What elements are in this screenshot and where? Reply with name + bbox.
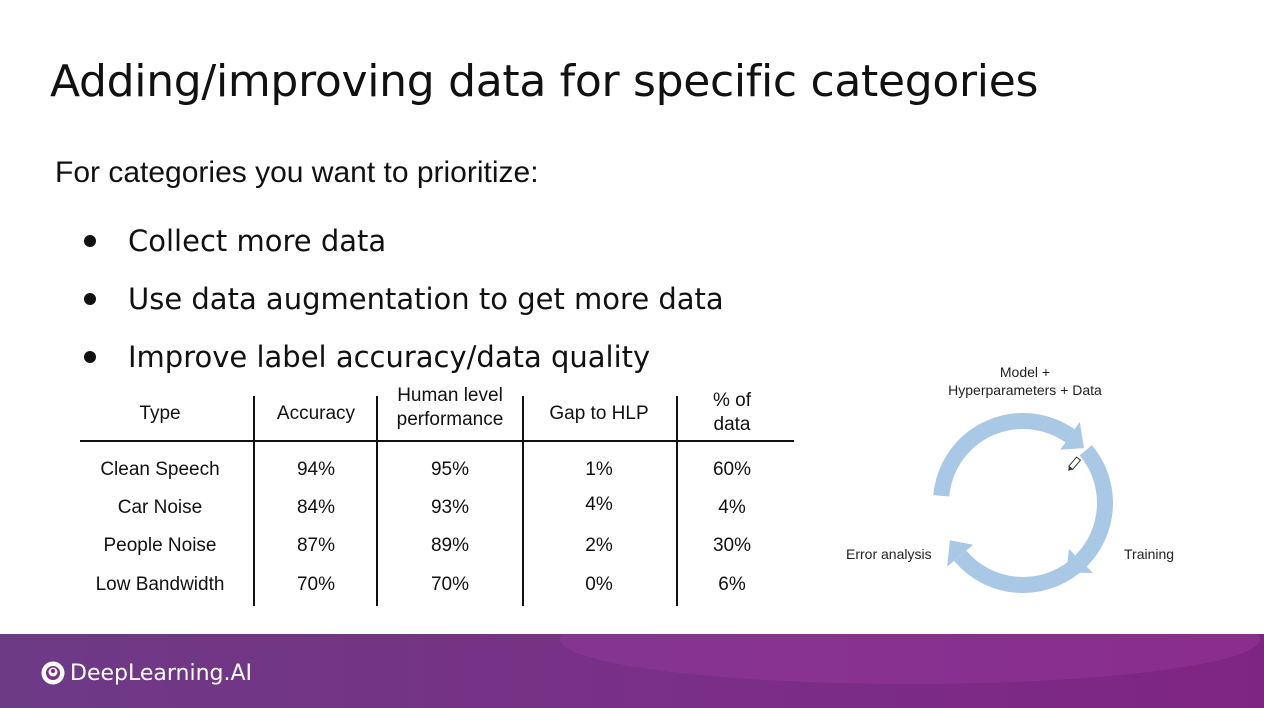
table-header-divider [80,440,794,442]
header-accuracy: Accuracy [276,403,356,424]
slide-title: Adding/improving data for specific categ… [50,56,1039,107]
table-column-divider [676,396,678,606]
bullet-text: Improve label accuracy/data quality [128,340,651,374]
table-cell: 0% [585,574,613,595]
table-column-divider [376,396,378,606]
table-cell: 6% [718,574,746,595]
table-cell: 4% [585,494,613,515]
table-cell: People Noise [103,535,217,556]
intro-text: For categories you want to prioritize: [55,156,539,189]
brand-name: DeepLearning.AI [70,660,253,686]
error-analysis-label: Error analysis [846,546,932,562]
cycle-arrowhead [1066,548,1094,574]
training-label: Training [1124,546,1175,562]
brand-logo: DeepLearning.AI [40,660,252,686]
header-gap-to-hlp: Gap to HLP [549,403,649,424]
table-cell: 94% [296,459,336,480]
table-cell: Low Bandwidth [95,574,225,595]
bullet-item: Improve label accuracy/data quality [78,328,724,386]
bullet-dot-icon [84,293,96,305]
pencil-cursor-icon [1068,456,1082,471]
table-cell: 89% [430,535,470,556]
table-cell: 70% [430,574,470,595]
bullet-dot-icon [84,235,96,247]
bullet-text: Use data augmentation to get more data [128,282,724,316]
bullet-item: Collect more data [78,212,724,270]
table-cell: 30% [712,535,752,556]
bullet-list: Collect more data Use data augmentation … [78,212,724,386]
table-cell: 60% [712,459,752,480]
cycle-arrowhead [1060,421,1084,450]
footer-banner: DeepLearning.AI [0,634,1264,708]
bullet-dot-icon [84,351,96,363]
header-human-level-performance: Human level performance [396,385,504,430]
header-percent-of-data: % of data [712,390,752,435]
bullet-item: Use data augmentation to get more data [78,270,724,328]
cycle-arc [1075,445,1113,567]
cycle-arc [933,413,1075,497]
table-cell: 70% [296,574,336,595]
table-cell: 95% [430,459,470,480]
table-cell: 2% [585,535,613,556]
category-table: Type Accuracy Human level performance Gap to… [80,384,794,608]
header-type: Type [139,403,181,424]
deeplearning-logo-icon [41,661,65,685]
table-cell: 87% [296,535,336,556]
cycle-arc [954,550,1087,593]
table-cell: 93% [430,497,470,518]
table-cell: 84% [296,497,336,518]
table-cell: 4% [718,497,746,518]
table-column-divider [522,396,524,606]
model-hyperparameters-data-label: Model + Hyperparameters + Data [948,364,1102,398]
bullet-text: Collect more data [128,224,387,258]
cycle-arrows-icon [933,413,1113,593]
table-column-divider [253,396,255,606]
table-cell: Clean Speech [100,459,220,480]
table-cell: 1% [585,459,613,480]
cycle-arrowhead [947,540,974,567]
iteration-cycle-diagram: Model + Hyperparameters + Data Training … [830,360,1210,610]
table-cell: Car Noise [117,497,203,518]
